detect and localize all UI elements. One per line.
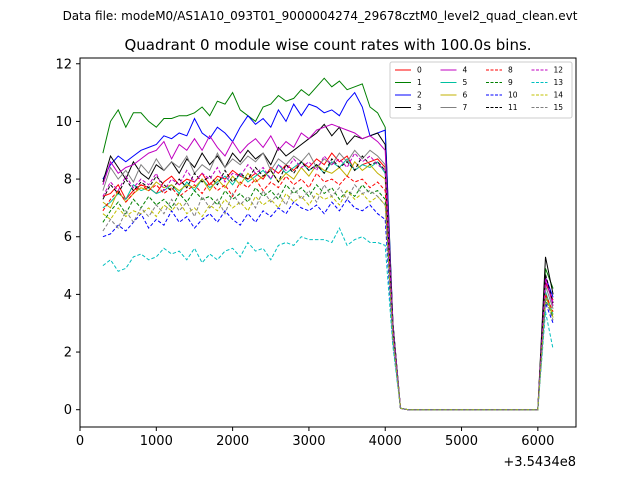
legend-label-5: 5 (463, 78, 468, 87)
x-tick-label: 5000 (445, 434, 478, 449)
y-axis: 0 2 4 6 8 10 12 (55, 57, 80, 418)
series-line-2 (102, 91, 554, 411)
series-line-0 (102, 152, 554, 411)
legend-label-4: 4 (463, 66, 468, 75)
x-tick-label: 2000 (216, 434, 249, 449)
series-line-7 (102, 149, 554, 411)
x-tick-label: 4000 (369, 434, 402, 449)
legend-label-8: 8 (508, 66, 513, 75)
series-line-14 (102, 189, 554, 411)
series-line-12 (102, 152, 554, 411)
legend-label-2: 2 (417, 91, 422, 100)
series-line-11 (102, 155, 554, 411)
series-line-6 (102, 160, 554, 411)
series-line-5 (102, 158, 554, 411)
chart-title: Quadrant 0 module wise count rates with … (124, 36, 531, 54)
x-tick-label: 0 (76, 434, 84, 449)
legend-label-3: 3 (417, 103, 422, 112)
y-tick-label: 4 (64, 288, 72, 303)
legend-label-15: 15 (554, 103, 564, 112)
axes-frame (79, 57, 577, 428)
chart-suptitle: Data file: modeM0/AS1A10_093T01_90000042… (63, 9, 578, 23)
legend-label-10: 10 (508, 91, 518, 100)
legend-label-11: 11 (508, 103, 518, 112)
series-line-10 (102, 198, 554, 411)
y-tick-label: 6 (64, 230, 72, 245)
series-line-8 (102, 172, 554, 411)
x-tick-label: 3000 (292, 434, 325, 449)
legend-label-7: 7 (463, 103, 468, 112)
plot-lines (102, 77, 554, 411)
legend-label-9: 9 (508, 78, 513, 87)
series-line-9 (102, 183, 554, 411)
y-tick-label: 12 (55, 57, 72, 72)
legend-label-14: 14 (554, 91, 564, 100)
series-line-4 (102, 123, 554, 411)
legend-box (389, 61, 573, 119)
y-tick-label: 0 (64, 403, 72, 418)
series-line-3 (102, 123, 554, 411)
x-offset-label: +3.5434e8 (503, 455, 576, 470)
series-line-13 (102, 226, 554, 411)
series-line-1 (102, 77, 554, 411)
x-axis: 0 1000 2000 3000 4000 5000 6000 (76, 427, 554, 449)
legend-label-0: 0 (417, 66, 422, 75)
legend-label-13: 13 (554, 78, 564, 87)
series-line-15 (102, 183, 554, 411)
legend-label-1: 1 (417, 78, 422, 87)
x-tick-label: 1000 (140, 434, 173, 449)
y-tick-label: 10 (55, 115, 72, 130)
y-tick-label: 2 (64, 346, 72, 361)
legend-label-12: 12 (554, 66, 564, 75)
legend-label-6: 6 (463, 91, 468, 100)
x-tick-label: 6000 (521, 434, 554, 449)
y-tick-label: 8 (64, 173, 72, 188)
